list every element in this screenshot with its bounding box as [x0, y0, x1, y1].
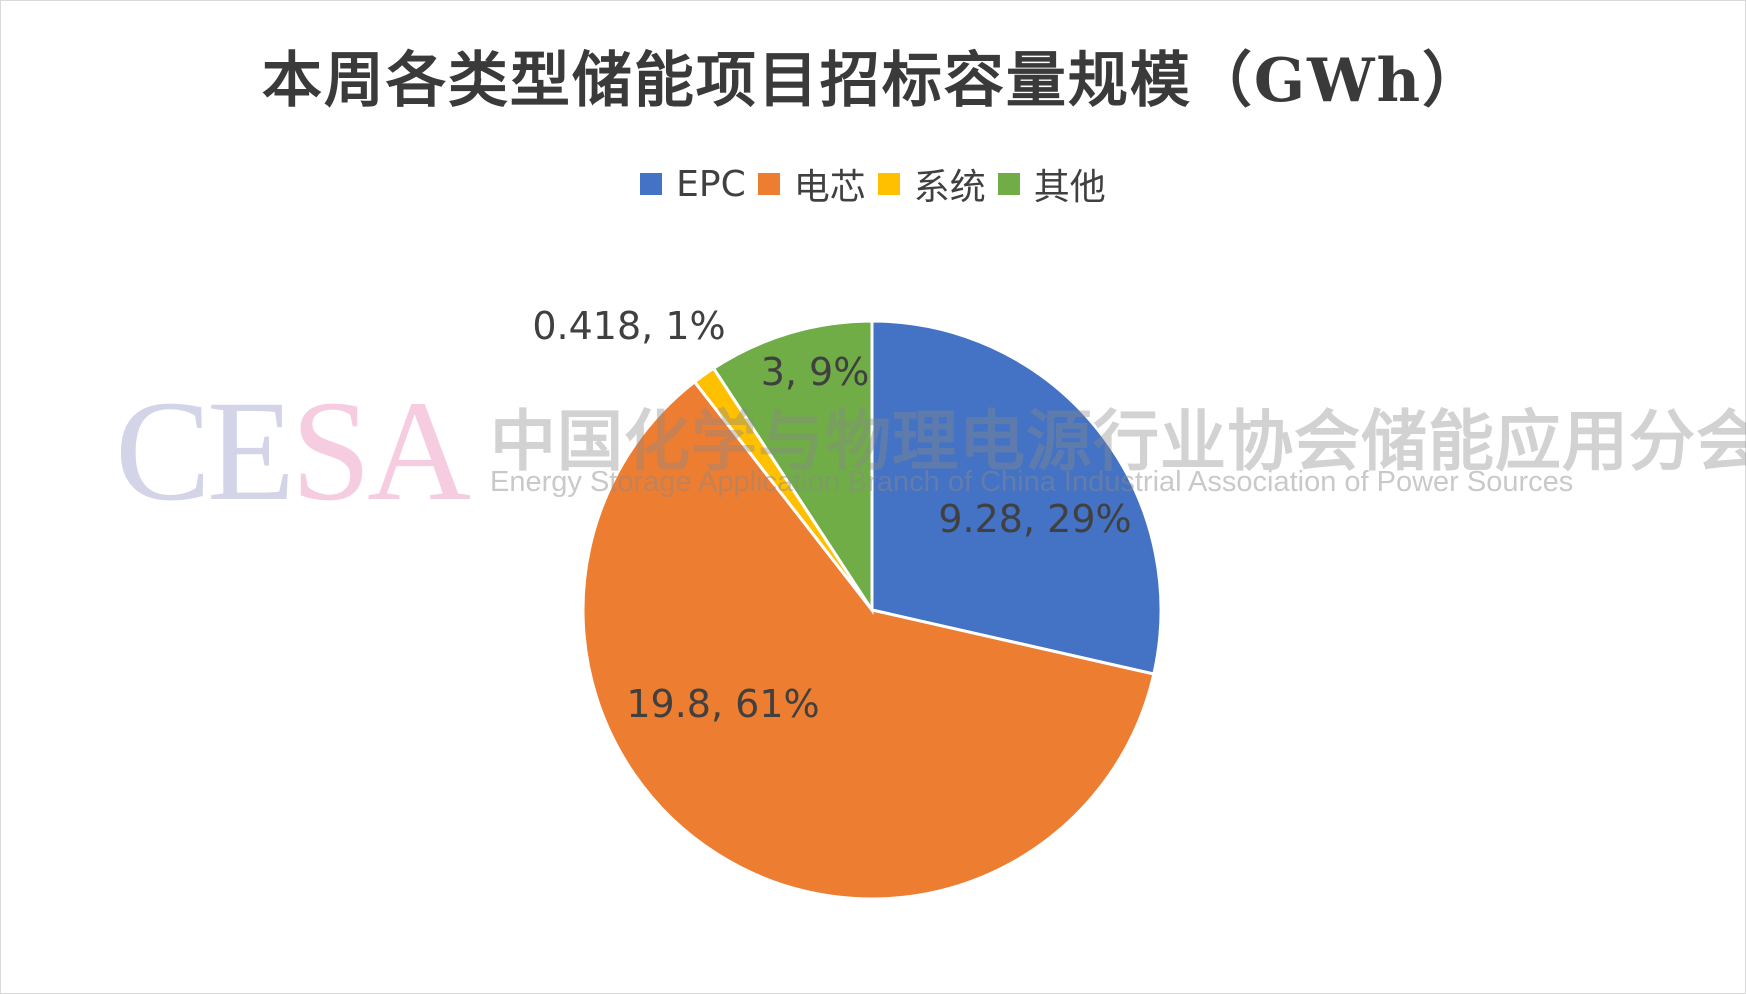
- legend-label-system: 系统: [913, 167, 986, 208]
- watermark-cn-text: 中国化学与物理电源行业协会储能应用分会: [490, 403, 1746, 480]
- legend-label-epc: EPC: [676, 163, 746, 205]
- legend-item-cell: 电芯: [757, 158, 866, 210]
- pie-slices: [581, 319, 1163, 901]
- watermark-logo: CESA: [115, 372, 471, 531]
- legend-item-other: 其他: [997, 158, 1106, 210]
- chart-title: 本周各类型储能项目招标容量规模（GWh）: [261, 46, 1485, 116]
- legend-label-other: 其他: [1033, 167, 1106, 208]
- legend-item-system: 系统: [877, 158, 986, 210]
- legend-swatch-epc: [640, 173, 663, 195]
- legend-swatch-system: [877, 173, 900, 195]
- pie-slice-cell: [581, 379, 1156, 901]
- legend-swatch-other: [997, 173, 1020, 195]
- chart-legend: EPC 电芯 系统 其他: [0, 158, 1746, 210]
- legend-label-cell: 电芯: [793, 167, 866, 208]
- pie-slice-epc: [870, 319, 1163, 676]
- watermark-en-text: Energy Storage Application Branch of Chi…: [490, 466, 1574, 498]
- legend-swatch-cell: [757, 173, 780, 195]
- pie-slice-other: [711, 319, 874, 616]
- legend-item-epc: EPC: [640, 164, 746, 205]
